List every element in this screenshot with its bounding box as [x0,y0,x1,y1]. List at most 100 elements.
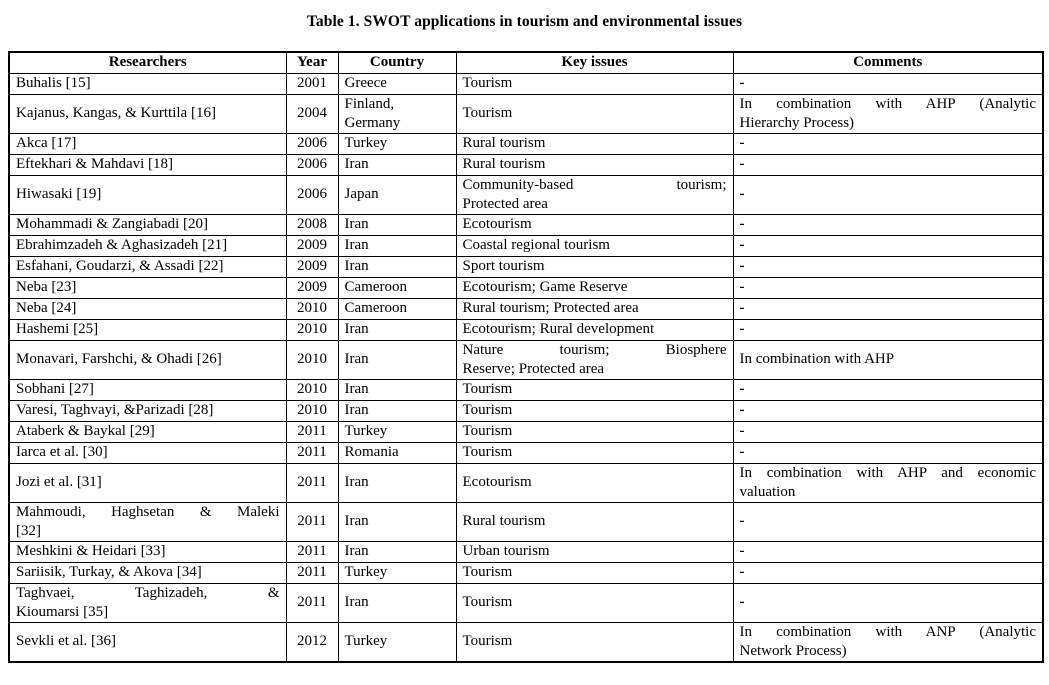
cell-researchers: Hashemi [25] [8,318,287,341]
cell-year: 2012 [285,621,339,662]
cell-comments: - [732,420,1044,443]
table-row: Ataberk & Baykal [29] 2011 Turkey Tourism - [8,420,1044,443]
cell-year: 2009 [285,276,339,299]
cell-researchers: Mahmoudi, Haghsetan & Maleki [32] [8,501,287,542]
cell-key-issues: Rural tourism [455,501,734,542]
cell-country: Iran [337,582,457,623]
cell-researchers: Esfahani, Goudarzi, & Assadi [22] [8,255,287,278]
cell-key-issues: Urban tourism [455,540,734,563]
cell-researchers: Mohammadi & Zangiabadi [20] [8,213,287,236]
cell-researchers: Sevkli et al. [36] [8,621,287,662]
cell-key-issues: Tourism [455,441,734,464]
cell-key-issues: Ecotourism [455,213,734,236]
cell-key-issues: Tourism [455,621,734,662]
cell-year: 2009 [285,255,339,278]
cell-year: 2010 [285,378,339,401]
cell-year: 2011 [285,540,339,563]
table-body: Buhalis [15] 2001 Greece Tourism - Kajanus, K… [8,72,1044,662]
cell-country: Romania [337,441,457,464]
cell-year: 2010 [285,297,339,320]
cell-researchers: Monavari, Farshchi, & Ohadi [26] [8,339,287,380]
cell-comments: In combination with ANP (Analytic Network… [732,621,1044,662]
cell-country: Cameroon [337,297,457,320]
cell-comments: - [732,540,1044,563]
cell-comments: - [732,234,1044,257]
table-row: Neba [24] 2010 Cameroon Rural tourism; Prot… [8,297,1044,320]
cell-comments: - [732,501,1044,542]
table-row: Hiwasaki [19] 2006 Japan Community-based to… [8,174,1044,215]
cell-country: Greece [337,72,457,95]
cell-country: Iran [337,501,457,542]
cell-year: 2010 [285,399,339,422]
cell-comments: In combination with AHP and economic valu… [732,462,1044,503]
col-header-key-issues: Key issues [455,51,734,74]
cell-researchers: Neba [24] [8,297,287,320]
table-row: Varesi, Taghvayi, &Parizadi [28] 2010 Iran… [8,399,1044,422]
table-row: Kajanus, Kangas, & Kurttila [16] 2004 Finl… [8,93,1044,134]
cell-researchers: Ebrahimzadeh & Aghasizadeh [21] [8,234,287,257]
cell-comments: In combination with AHP (Analytic Hierarc… [732,93,1044,134]
cell-country: Japan [337,174,457,215]
cell-comments: - [732,561,1044,584]
cell-key-issues: Tourism [455,399,734,422]
cell-key-issues: Rural tourism; Protected area [455,297,734,320]
cell-researchers: Varesi, Taghvayi, &Parizadi [28] [8,399,287,422]
table-row: Sariisik, Turkay, & Akova [34] 2011 Turkey… [8,561,1044,584]
cell-year: 2011 [285,462,339,503]
cell-country: Iran [337,378,457,401]
cell-comments: - [732,582,1044,623]
cell-year: 2006 [285,174,339,215]
col-header-country: Country [337,51,457,74]
cell-year: 2010 [285,318,339,341]
cell-comments: - [732,399,1044,422]
cell-comments: - [732,276,1044,299]
col-header-year: Year [285,51,339,74]
cell-comments: - [732,255,1044,278]
cell-country: Iran [337,540,457,563]
cell-comments: In combination with AHP [732,339,1044,380]
cell-year: 2004 [285,93,339,134]
cell-country: Iran [337,213,457,236]
cell-comments: - [732,72,1044,95]
cell-researchers: Sobhani [27] [8,378,287,401]
table-row: Neba [23] 2009 Cameroon Ecotourism; Game Re… [8,276,1044,299]
cell-country: Turkey [337,621,457,662]
cell-year: 2011 [285,441,339,464]
table-row: Mahmoudi, Haghsetan & Maleki [32] 2011 Iran… [8,501,1044,542]
cell-year: 2010 [285,339,339,380]
cell-researchers: Neba [23] [8,276,287,299]
paper-page: Table 1. SWOT applications in tourism an… [8,13,1044,663]
cell-year: 2011 [285,561,339,584]
cell-year: 2008 [285,213,339,236]
cell-country: Iran [337,153,457,176]
cell-key-issues: Community-based tourism; Protected area [455,174,734,215]
cell-key-issues: Coastal regional tourism [455,234,734,257]
cell-country: Turkey [337,420,457,443]
cell-country: Turkey [337,132,457,155]
cell-country: Turkey [337,561,457,584]
cell-key-issues: Ecotourism; Rural development [455,318,734,341]
cell-researchers: Ataberk & Baykal [29] [8,420,287,443]
cell-country: Iran [337,255,457,278]
table-row: Meshkini & Heidari [33] 2011 Iran Urban tou… [8,540,1044,563]
cell-comments: - [732,132,1044,155]
table-row: Ebrahimzadeh & Aghasizadeh [21] 2009 Iran C… [8,234,1044,257]
cell-comments: - [732,378,1044,401]
cell-year: 2011 [285,420,339,443]
cell-country: Finland, Germany [337,93,457,134]
cell-researchers: Akca [17] [8,132,287,155]
cell-year: 2011 [285,582,339,623]
cell-key-issues: Rural tourism [455,153,734,176]
cell-researchers: Jozi et al. [31] [8,462,287,503]
cell-researchers: Buhalis [15] [8,72,287,95]
table-row: Akca [17] 2006 Turkey Rural tourism - [8,132,1044,155]
table-row: Mohammadi & Zangiabadi [20] 2008 Iran Ecoto… [8,213,1044,236]
table-row: Esfahani, Goudarzi, & Assadi [22] 2009 Ira… [8,255,1044,278]
cell-comments: - [732,153,1044,176]
cell-researchers: Kajanus, Kangas, & Kurttila [16] [8,93,287,134]
cell-comments: - [732,174,1044,215]
cell-country: Iran [337,318,457,341]
cell-country: Iran [337,234,457,257]
table-row: Monavari, Farshchi, & Ohadi [26] 2010 Iran… [8,339,1044,380]
cell-comments: - [732,441,1044,464]
